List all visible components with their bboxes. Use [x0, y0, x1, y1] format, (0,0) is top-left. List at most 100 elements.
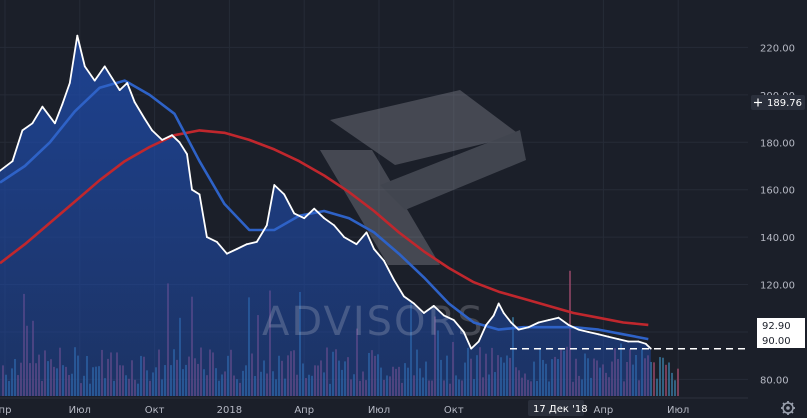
price-point [151, 129, 154, 132]
price-point [577, 328, 580, 331]
gear-tooth [782, 410, 786, 414]
watermark-text: ADVISORS [262, 299, 485, 345]
price-point [198, 193, 201, 196]
price-point [93, 79, 96, 82]
volume-bar [659, 357, 661, 396]
level-price-tag-bg [757, 333, 805, 348]
gear-icon[interactable] [781, 401, 795, 415]
price-area-fill [0, 35, 651, 396]
price-point [497, 302, 500, 305]
price-point [452, 319, 455, 321]
price-point [31, 122, 34, 125]
plus-icon[interactable] [754, 98, 762, 107]
price-point [216, 241, 218, 243]
price-point [510, 321, 512, 324]
price-point [492, 314, 495, 317]
price-point [303, 217, 306, 220]
level-price-tag: 90.00 [757, 333, 805, 348]
price-point [617, 338, 620, 340]
price-point [649, 347, 652, 350]
price-point [143, 117, 146, 120]
moving-average-fast [0, 79, 649, 341]
y-tick-label: 140.00 [760, 233, 795, 244]
y-tick-label: 160.00 [760, 186, 795, 197]
price-point [103, 65, 106, 68]
price-point [567, 324, 570, 326]
price-point [255, 241, 258, 243]
crosshair-price-tag[interactable]: 189.76 [751, 95, 805, 110]
x-tick-label: Июл [69, 405, 91, 416]
last-price-tag: 92.90 [757, 318, 805, 333]
x-tick-label: Окт [444, 405, 464, 416]
price-point [273, 184, 276, 186]
gear-tooth [790, 402, 794, 406]
logo-stroke-2 [320, 150, 440, 265]
price-point [627, 340, 630, 343]
price-point [283, 193, 286, 196]
crosshair-date-tag-bg [528, 400, 584, 416]
volume-bar [677, 368, 679, 396]
volume-bar [668, 362, 670, 396]
price-point [527, 326, 530, 329]
volume-bar [656, 378, 658, 396]
crosshair-date-label: 17 Дек '18 [533, 404, 588, 415]
volume-bar [671, 372, 673, 396]
y-tick-label: 220.00 [760, 43, 795, 54]
x-tick-label: пр [0, 405, 11, 416]
price-point [178, 141, 181, 144]
price-point [191, 188, 193, 191]
price-point [186, 153, 188, 156]
price-point [171, 134, 173, 137]
moving-average-slow [0, 129, 649, 327]
volume-bar [662, 357, 664, 396]
price-point [83, 65, 86, 68]
x-tick-label: Июл [368, 405, 390, 416]
price-point [206, 236, 208, 239]
price-point [68, 82, 71, 84]
price-point [597, 333, 600, 336]
ma-slow-line [0, 129, 649, 327]
price-point [343, 236, 345, 239]
price-point [118, 89, 121, 91]
price-point [236, 248, 238, 250]
price-point [517, 328, 520, 331]
volume-bar [674, 380, 676, 396]
y-tick-label: 120.00 [760, 281, 795, 292]
price-point [537, 321, 540, 324]
price-point [485, 324, 488, 326]
gear-tooth [790, 410, 794, 414]
price-point [373, 248, 375, 250]
price-point [403, 295, 405, 298]
price-point [365, 231, 368, 234]
price-point [355, 243, 358, 246]
price-point [470, 347, 473, 350]
price-point [462, 331, 465, 333]
time-axis-ticks: пр Июл Окт 2018 Апр Июл Окт Апр Июл [0, 405, 689, 416]
gear-icon-teeth [781, 401, 795, 415]
crosshair-date-tag[interactable]: 17 Дек '18 [528, 400, 588, 416]
price-point [432, 305, 435, 307]
x-tick-label: 2018 [217, 405, 242, 416]
last-price-tag-bg [757, 318, 805, 333]
last-price-label: 92.90 [762, 321, 791, 332]
price-point [293, 212, 296, 215]
logo-stroke-3 [380, 130, 526, 210]
price-point [61, 103, 64, 106]
price-point [161, 139, 164, 141]
logo-stroke-1 [330, 90, 520, 165]
volume-bar [650, 361, 652, 396]
gear-tooth [782, 402, 786, 406]
price-point [333, 224, 335, 227]
price-point [477, 340, 480, 343]
price-point [383, 259, 385, 262]
ma-fast-line [0, 79, 649, 341]
price-point [54, 122, 56, 125]
price-point [133, 101, 136, 103]
price-point [265, 224, 268, 227]
price-point [111, 77, 114, 80]
price-point [637, 340, 640, 343]
price-point [126, 82, 129, 84]
level-price-label: 90.00 [762, 336, 791, 347]
